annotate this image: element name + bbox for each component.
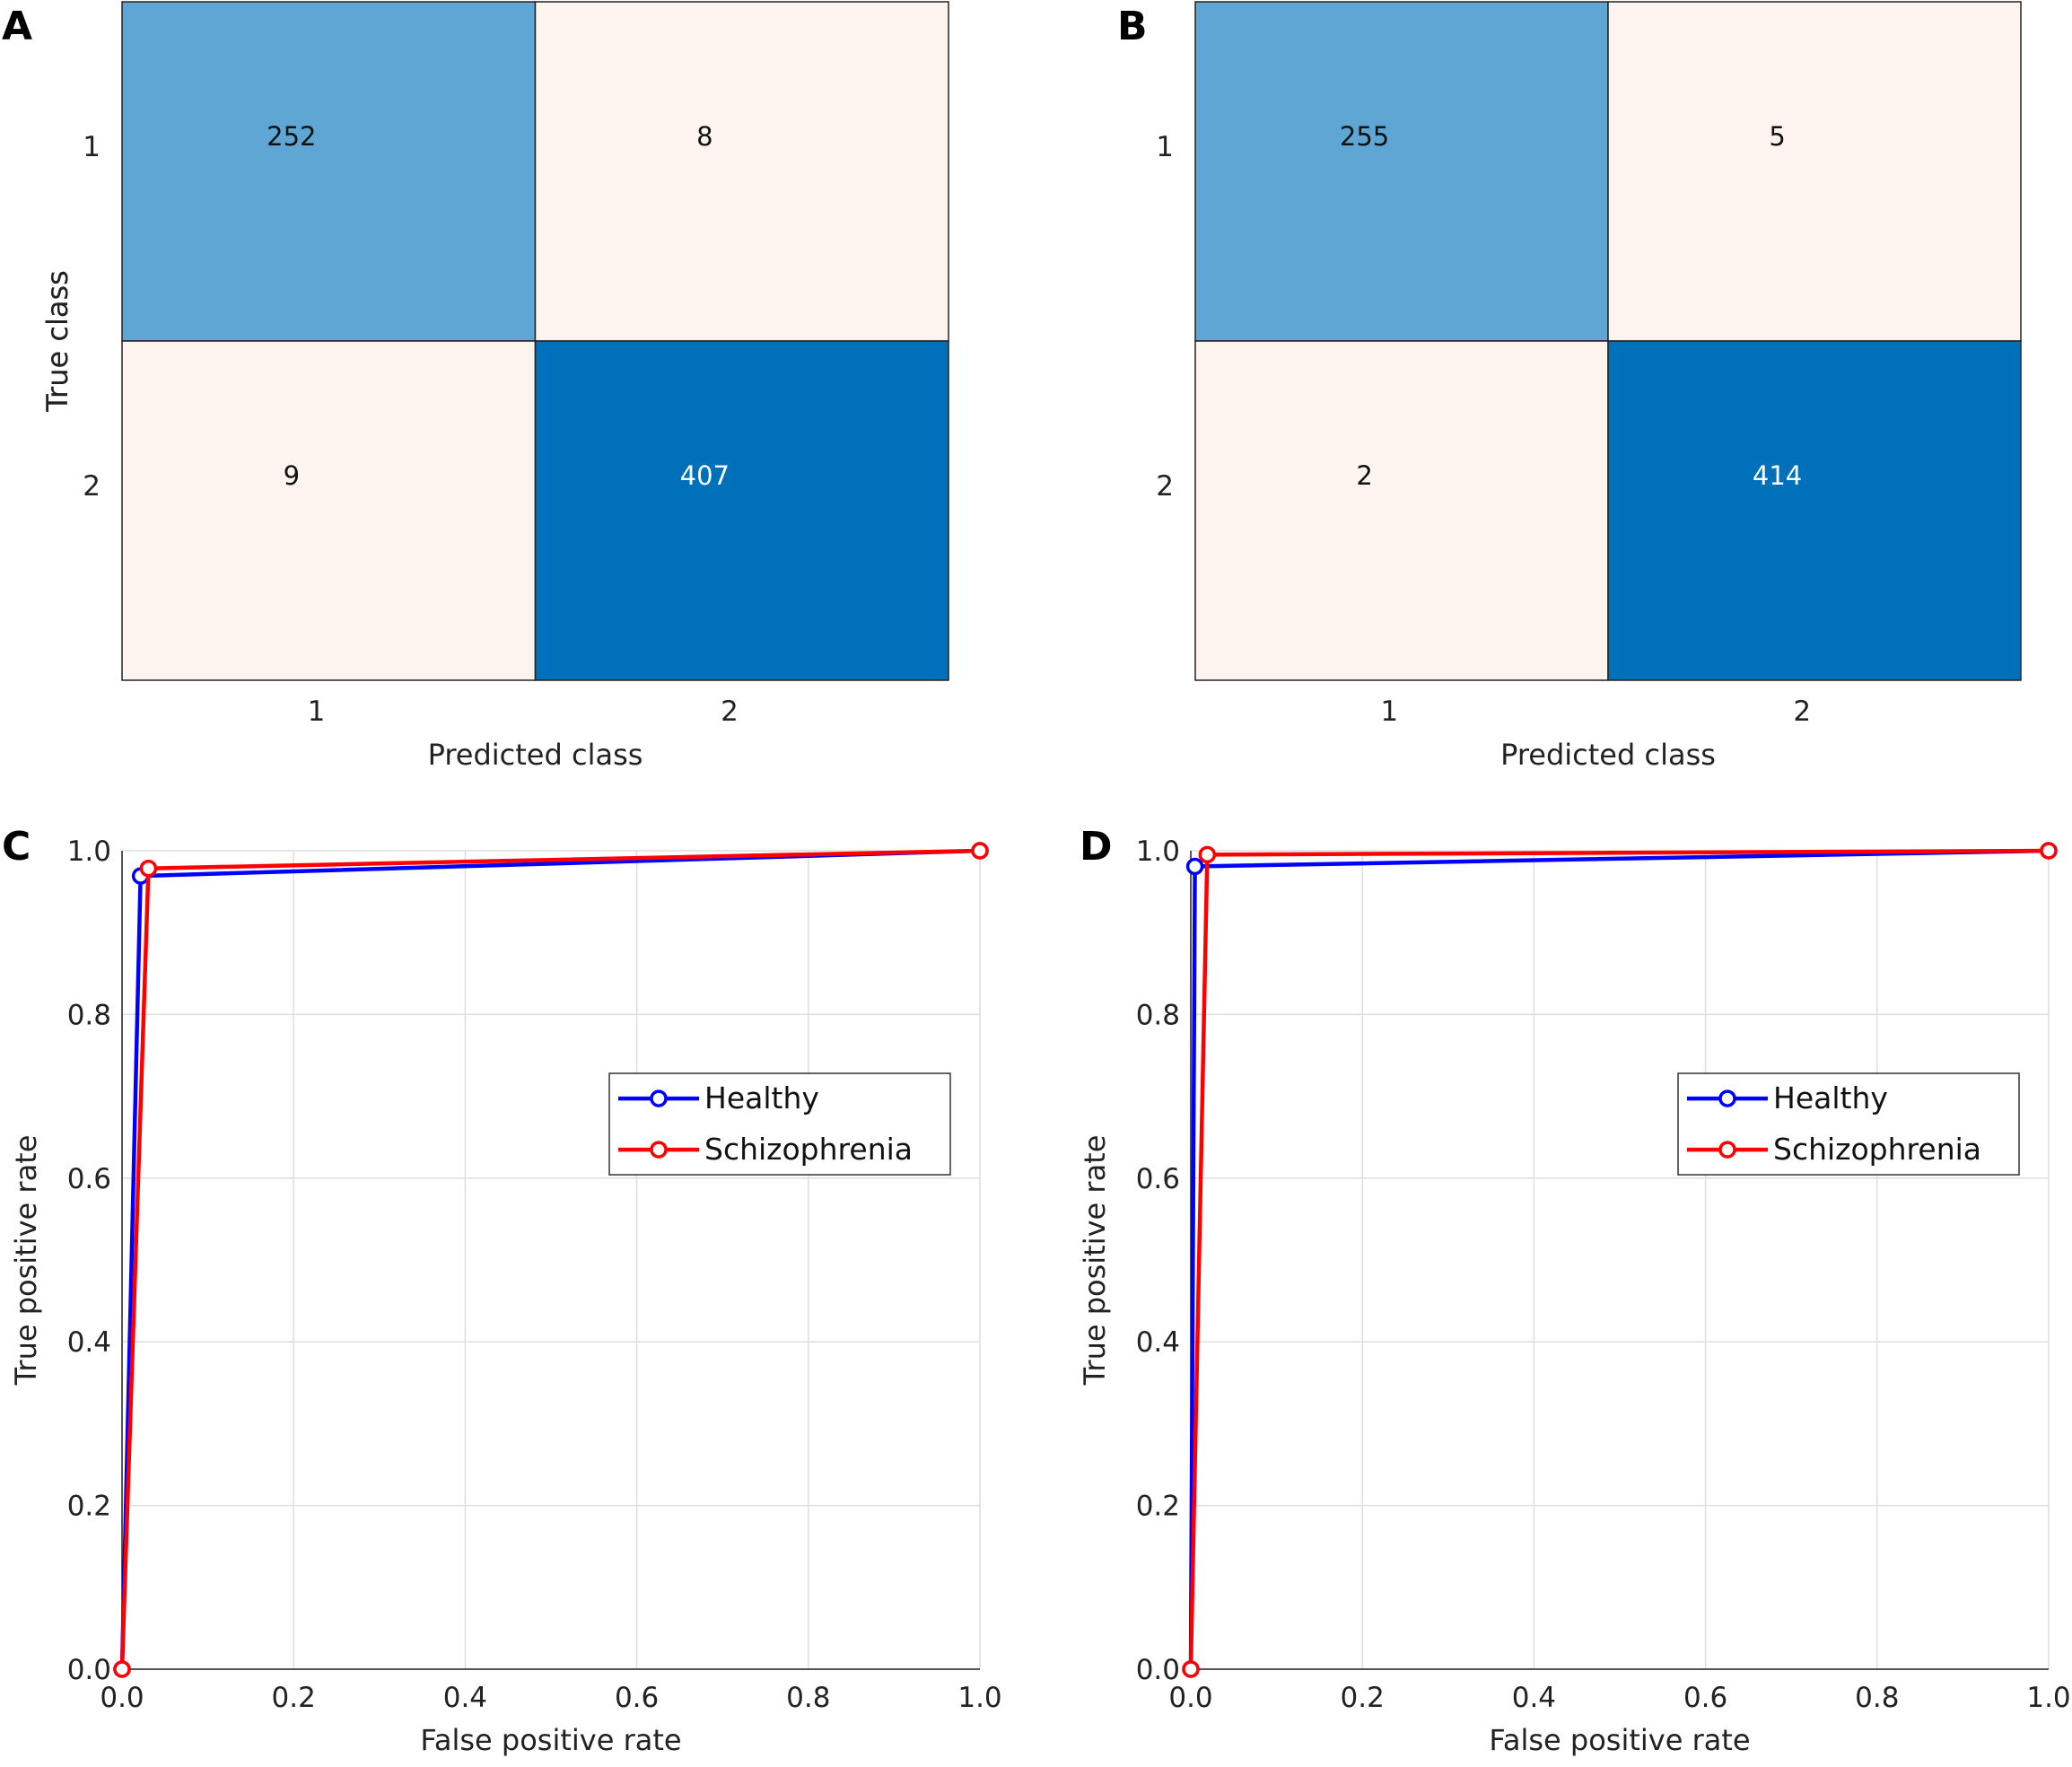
matrix-cell [121, 340, 537, 681]
matrix-cell [534, 1, 949, 342]
y-tick-label: 0.2 [67, 1491, 111, 1523]
x-tick-label: 0.0 [100, 1682, 144, 1714]
legend-box [608, 1072, 951, 1176]
legend-entry: Schizophrenia [704, 1132, 913, 1167]
matrix-cell [1607, 1, 2022, 342]
x-tick-label: 0.6 [1683, 1682, 1727, 1714]
matrix-cell [1607, 340, 2022, 681]
panel-label: A [2, 4, 32, 49]
matrix-cell [1194, 1, 1609, 342]
col-tick-label: 2 [1793, 695, 1811, 728]
y-tick-label: 0.8 [67, 999, 111, 1031]
col-tick-label: 1 [1380, 695, 1398, 728]
legend-entry: Healthy [704, 1080, 819, 1115]
y-tick-label: 0.4 [67, 1326, 111, 1359]
panel-label: B [1117, 4, 1148, 49]
cell-value: 252 [267, 121, 316, 152]
legend-box [1677, 1072, 2020, 1176]
cell-value: 407 [680, 460, 730, 491]
x-axis-label: Predicted class [428, 738, 643, 772]
cell-value: 5 [1769, 121, 1785, 152]
cell-value: 9 [284, 460, 300, 491]
panel-c: C 0.0 0.2 0.4 0.6 0.8 1.0 0.0 0.2 0.4 0.6 0.8 1.0 Hea… [2, 824, 1002, 1757]
y-tick-label: 0.6 [1136, 1163, 1180, 1195]
x-tick-label: 0.4 [443, 1682, 487, 1714]
col-tick-label: 1 [308, 695, 326, 728]
row-tick-label: 2 [1156, 470, 1174, 503]
col-tick-label: 2 [721, 695, 739, 728]
legend-entry: Schizophrenia [1773, 1132, 1981, 1167]
cell-value: 2 [1356, 460, 1372, 491]
legend: Healthy Schizophrenia [1677, 1072, 2020, 1176]
x-axis-label: False positive rate [1489, 1723, 1750, 1757]
data-point-schizophrenia [1198, 845, 1217, 864]
x-axis-label: Predicted class [1500, 738, 1716, 772]
y-tick-label: 0.6 [67, 1163, 111, 1195]
row-tick-label: 2 [83, 470, 101, 503]
legend-entry: Healthy [1773, 1080, 1888, 1115]
cell-value: 255 [1340, 121, 1389, 152]
cell-value: 414 [1753, 460, 1802, 491]
y-axis-label: True class [40, 270, 74, 413]
legend-swatch-marker [1718, 1141, 1736, 1159]
panel-a: A 252 8 9 407 1 2 1 2 Predicted class True class [2, 1, 949, 772]
x-tick-label: 0.6 [615, 1682, 659, 1714]
row-tick-label: 1 [83, 131, 101, 163]
cell-value: 8 [696, 121, 713, 152]
data-point-schizophrenia [139, 859, 158, 878]
x-tick-label: 0.4 [1512, 1682, 1556, 1714]
plot-area [1191, 851, 2049, 1669]
x-tick-label: 0.2 [272, 1682, 316, 1714]
legend: Healthy Schizophrenia [608, 1072, 951, 1176]
y-tick-label: 0.0 [67, 1654, 111, 1686]
y-axis-label: True class [40, 270, 74, 413]
x-tick-label: 0.8 [1855, 1682, 1899, 1714]
plot-area [122, 851, 980, 1669]
legend-swatch-marker [650, 1141, 668, 1159]
row-tick-label: 1 [1156, 131, 1174, 163]
matrix-cell [121, 1, 537, 342]
y-tick-label: 0.0 [1136, 1654, 1180, 1686]
data-point-schizophrenia [2040, 842, 2058, 860]
x-tick-label: 0.8 [786, 1682, 830, 1714]
y-axis-label: True positive rate [9, 1135, 43, 1386]
legend-swatch-marker [650, 1089, 668, 1107]
data-point-schizophrenia [1182, 1660, 1200, 1678]
y-axis-label: True positive rate [1078, 1135, 1112, 1386]
y-tick-label: 0.8 [1136, 999, 1180, 1031]
panel-b: B 255 5 2 414 1 2 1 2 Predicted class True class [40, 1, 2022, 772]
x-tick-label: 1.0 [957, 1682, 1001, 1714]
matrix-cell [534, 340, 949, 681]
y-tick-label: 0.4 [1136, 1326, 1180, 1359]
x-tick-label: 0.0 [1168, 1682, 1212, 1714]
data-point-healthy [1185, 857, 1204, 876]
legend-swatch-marker [1718, 1089, 1736, 1107]
panel-label: D [1080, 824, 1113, 870]
data-point-schizophrenia [971, 842, 989, 860]
data-point-schizophrenia [113, 1660, 131, 1678]
x-axis-label: False positive rate [420, 1723, 681, 1757]
y-tick-label: 0.2 [1136, 1491, 1180, 1523]
matrix-cell [1194, 340, 1609, 681]
x-tick-label: 0.2 [1341, 1682, 1385, 1714]
panel-d: D 0.0 0.2 0.4 0.6 0.8 1.0 0.0 0.2 0.4 0.6 0.8 1.0 Hea… [1078, 824, 2071, 1757]
x-tick-label: 1.0 [2026, 1682, 2070, 1714]
panel-label: C [2, 824, 31, 870]
y-tick-label: 1.0 [67, 835, 111, 868]
y-tick-label: 1.0 [1136, 835, 1180, 868]
